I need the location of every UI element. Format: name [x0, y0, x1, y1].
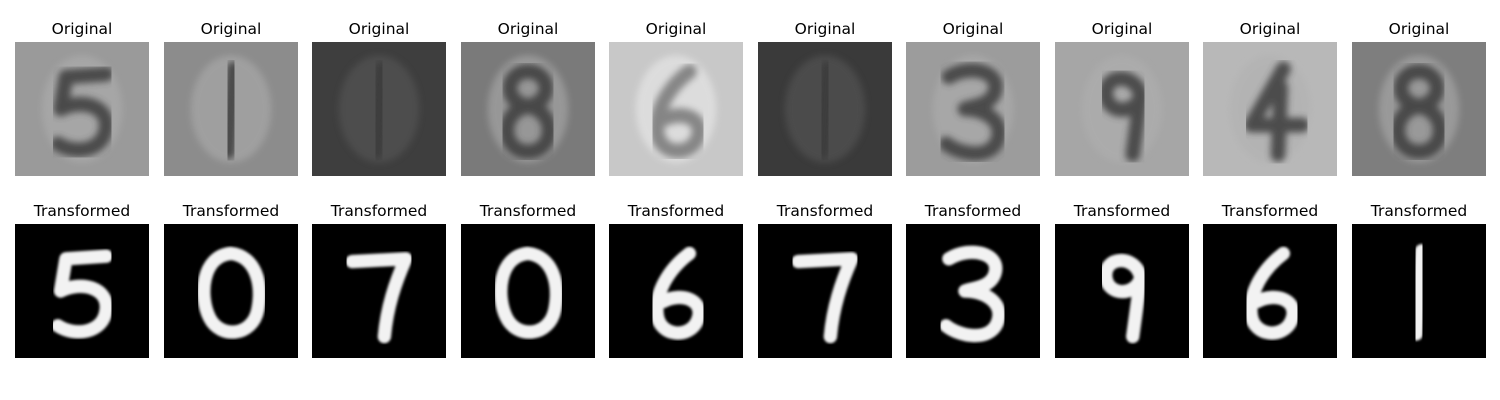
original-digit-image	[609, 42, 743, 176]
transformed-digit-image	[758, 224, 892, 358]
original-digit-stroke	[649, 64, 707, 159]
transformed-title: Transformed	[479, 202, 577, 220]
transformed-digit-stroke	[345, 252, 413, 344]
transformed-digit-image	[312, 224, 446, 358]
transformed-title: Transformed	[627, 202, 725, 220]
original-title: Original	[942, 20, 1004, 38]
transformed-digit-image	[609, 224, 743, 358]
original-digit-image	[461, 42, 595, 176]
original-digit-image	[1203, 42, 1337, 176]
original-digit-stroke	[814, 61, 836, 160]
original-digit-stroke	[938, 62, 1007, 161]
original-digit-image	[312, 42, 446, 176]
transformed-title: Transformed	[924, 202, 1022, 220]
transformed-title: Transformed	[1221, 202, 1319, 220]
original-title: Original	[348, 20, 410, 38]
transformed-digit-stroke	[51, 249, 113, 339]
original-title: Original	[645, 20, 707, 38]
original-title: Original	[200, 20, 262, 38]
transformed-title: Transformed	[33, 202, 131, 220]
transformed-digit-image	[906, 224, 1040, 358]
transformed-digit-image	[1203, 224, 1337, 358]
original-digit-stroke	[1390, 64, 1448, 160]
original-digit-image	[1055, 42, 1189, 176]
transformed-title: Transformed	[776, 202, 874, 220]
transformed-digit-stroke	[494, 246, 564, 339]
transformed-title: Transformed	[1073, 202, 1171, 220]
transformed-digit-stroke	[1409, 244, 1429, 341]
original-digit-image	[1352, 42, 1486, 176]
original-digit-image	[15, 42, 149, 176]
transformed-digit-stroke	[939, 245, 1006, 343]
original-digit-stroke	[1098, 71, 1149, 162]
original-title: Original	[1239, 20, 1301, 38]
transformed-digit-image	[1352, 224, 1486, 358]
transformed-digit-image	[164, 224, 298, 358]
transformed-digit-image	[15, 224, 149, 358]
transformed-title: Transformed	[182, 202, 280, 220]
original-digit-image	[164, 42, 298, 176]
original-digit-image	[906, 42, 1040, 176]
transformed-title: Transformed	[1370, 202, 1468, 220]
original-title: Original	[497, 20, 559, 38]
transformed-digit-stroke	[197, 246, 267, 339]
original-title: Original	[794, 20, 856, 38]
transformed-digit-stroke	[1099, 253, 1148, 344]
original-digit-stroke	[368, 61, 390, 160]
transformed-digit-stroke	[791, 252, 859, 344]
transformed-digit-stroke	[1244, 246, 1300, 340]
original-title: Original	[51, 20, 113, 38]
transformed-digit-image	[1055, 224, 1189, 358]
original-digit-stroke	[50, 66, 114, 158]
original-title: Original	[1388, 20, 1450, 38]
original-digit-stroke	[499, 64, 557, 160]
transformed-title: Transformed	[330, 202, 428, 220]
original-digit-stroke	[1243, 61, 1310, 162]
transformed-digit-stroke	[650, 246, 706, 340]
original-title: Original	[1091, 20, 1153, 38]
original-digit-stroke	[220, 61, 242, 160]
original-digit-image	[758, 42, 892, 176]
transformed-digit-image	[461, 224, 595, 358]
